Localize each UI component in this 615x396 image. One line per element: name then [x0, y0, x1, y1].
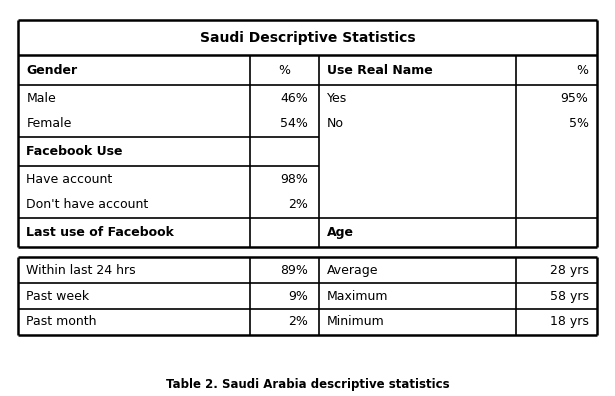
Text: Age: Age: [327, 226, 354, 239]
Text: 18 yrs: 18 yrs: [550, 315, 589, 328]
Text: 95%: 95%: [561, 91, 589, 105]
Text: Male: Male: [26, 91, 56, 105]
Text: %: %: [576, 64, 589, 77]
Text: 89%: 89%: [280, 264, 308, 277]
Text: Within last 24 hrs: Within last 24 hrs: [26, 264, 136, 277]
Text: Minimum: Minimum: [327, 315, 385, 328]
Text: 9%: 9%: [288, 289, 308, 303]
Text: Don't have account: Don't have account: [26, 198, 149, 211]
Text: Yes: Yes: [327, 91, 347, 105]
Text: 98%: 98%: [280, 173, 308, 186]
Text: 28 yrs: 28 yrs: [550, 264, 589, 277]
Text: No: No: [327, 117, 344, 130]
Text: Last use of Facebook: Last use of Facebook: [26, 226, 174, 239]
Text: Gender: Gender: [26, 64, 77, 77]
Text: 5%: 5%: [568, 117, 589, 130]
Text: Use Real Name: Use Real Name: [327, 64, 433, 77]
Text: %: %: [279, 64, 290, 77]
Text: Saudi Descriptive Statistics: Saudi Descriptive Statistics: [200, 30, 415, 45]
Text: 2%: 2%: [288, 315, 308, 328]
Text: Have account: Have account: [26, 173, 113, 186]
Text: Maximum: Maximum: [327, 289, 389, 303]
Text: 46%: 46%: [280, 91, 308, 105]
Text: Female: Female: [26, 117, 72, 130]
Text: Past week: Past week: [26, 289, 90, 303]
Text: 54%: 54%: [280, 117, 308, 130]
Text: Table 2. Saudi Arabia descriptive statistics: Table 2. Saudi Arabia descriptive statis…: [165, 378, 450, 390]
Text: Average: Average: [327, 264, 379, 277]
Text: Past month: Past month: [26, 315, 97, 328]
Text: 58 yrs: 58 yrs: [550, 289, 589, 303]
Text: 2%: 2%: [288, 198, 308, 211]
Text: Facebook Use: Facebook Use: [26, 145, 123, 158]
